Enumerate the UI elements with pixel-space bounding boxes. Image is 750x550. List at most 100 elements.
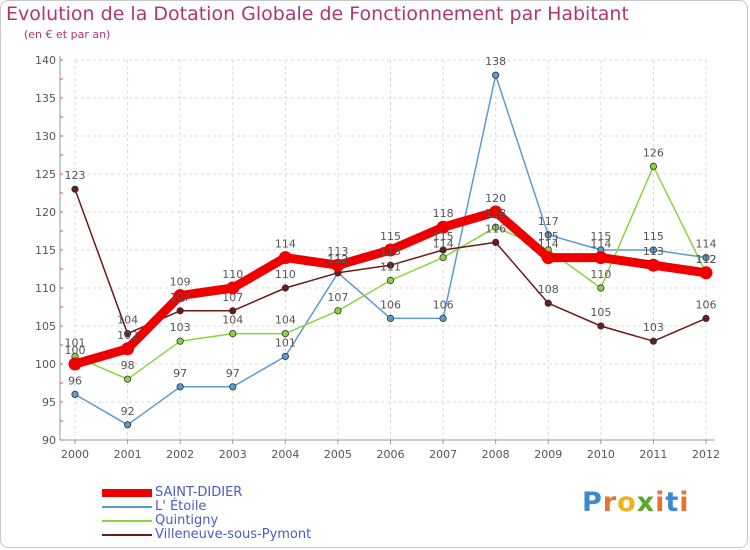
data-point [176,337,184,345]
data-label: 113 [643,245,664,258]
data-label: 115 [380,230,401,243]
data-label: 118 [433,207,454,220]
data-label: 114 [538,238,559,251]
data-label: 92 [121,405,135,418]
data-label: 110 [275,268,296,281]
data-label: 123 [65,169,86,182]
data-point [386,314,395,322]
data-label: 126 [643,146,664,159]
data-label: 106 [433,298,454,311]
data-label: 101 [275,336,296,349]
data-label: 138 [485,55,506,68]
x-tick-label: 2009 [534,448,562,461]
legend-item-saint-didier: SAINT-DIDIER [102,485,362,500]
data-point [123,375,132,383]
data-point [436,220,450,234]
x-tick-label: 2012 [692,448,720,461]
proxiti-logo: Proxiti [582,487,690,518]
data-label: 118 [485,207,506,220]
data-point [278,251,292,265]
data-point [699,266,713,280]
data-label: 103 [170,321,191,334]
data-label: 120 [485,192,506,205]
y-tick-label: 95 [42,396,56,409]
data-point [229,329,237,338]
data-label: 111 [380,260,401,273]
data-point [281,284,289,292]
data-label: 106 [696,298,717,311]
data-point [331,258,345,272]
x-tick-label: 2003 [219,448,247,461]
data-point [123,329,132,338]
data-point [492,223,500,231]
data-label: 103 [643,321,664,334]
data-point [68,357,82,371]
y-tick-label: 120 [35,206,56,219]
y-tick-label: 125 [35,168,56,181]
data-point [173,289,187,303]
data-point [229,383,237,391]
x-tick-label: 2005 [324,448,352,461]
data-label: 112 [696,253,717,266]
data-point [439,254,447,262]
logo-letter: r [602,487,618,518]
data-label: 100 [65,344,86,357]
x-tick-label: 2002 [166,448,194,461]
legend-swatch-villeneuve [102,534,152,536]
data-label: 107 [327,291,348,304]
data-point [384,243,397,257]
legend-swatch-quintigny [102,520,152,522]
legend-swatch-letoile [102,506,152,508]
data-label: 113 [380,245,401,258]
y-tick-label: 130 [35,130,56,143]
data-point [439,314,447,322]
data-label: 97 [173,367,187,380]
data-point [649,337,658,345]
data-point [439,246,447,254]
y-tick-label: 115 [35,244,56,257]
y-tick-label: 90 [42,434,56,447]
data-label: 97 [226,367,240,380]
data-point [492,238,500,246]
data-label: 110 [590,268,611,281]
data-point [649,162,658,170]
data-point [649,246,658,254]
data-label: 115 [643,230,664,243]
logo-letter: t [665,487,680,518]
data-point [281,352,289,360]
data-label: 96 [68,374,82,387]
data-point [646,258,660,272]
logo-letter: o [617,487,637,518]
logo-letter: i [679,487,690,518]
data-label: 104 [117,314,138,327]
chart-subtitle: (en € et par an) [24,28,111,41]
logo-letter: i [655,487,666,518]
x-tick-label: 2004 [271,448,299,461]
data-label: 114 [590,238,611,251]
data-point [492,71,500,79]
data-point [386,261,395,269]
data-label: 102 [117,329,138,342]
x-tick-label: 2011 [639,448,667,461]
data-label: 104 [275,314,296,327]
data-point [594,251,608,265]
data-label: 114 [696,238,717,251]
data-point [597,284,605,292]
y-tick-label: 100 [35,358,56,371]
x-tick-label: 2000 [61,448,89,461]
data-point [702,254,710,262]
logo-letter: x [636,487,656,518]
data-point [176,307,184,315]
data-point [226,281,240,295]
y-tick-label: 135 [35,92,56,105]
data-point [702,314,710,322]
data-label: 115 [590,230,611,243]
data-point [334,307,342,315]
series-saint-didier [68,205,713,371]
data-label: 114 [275,238,296,251]
data-label: 101 [65,336,86,349]
x-tick-label: 2010 [587,448,615,461]
x-tick-label: 2001 [114,448,142,461]
legend-item-quintigny: Quintigny [102,513,362,528]
